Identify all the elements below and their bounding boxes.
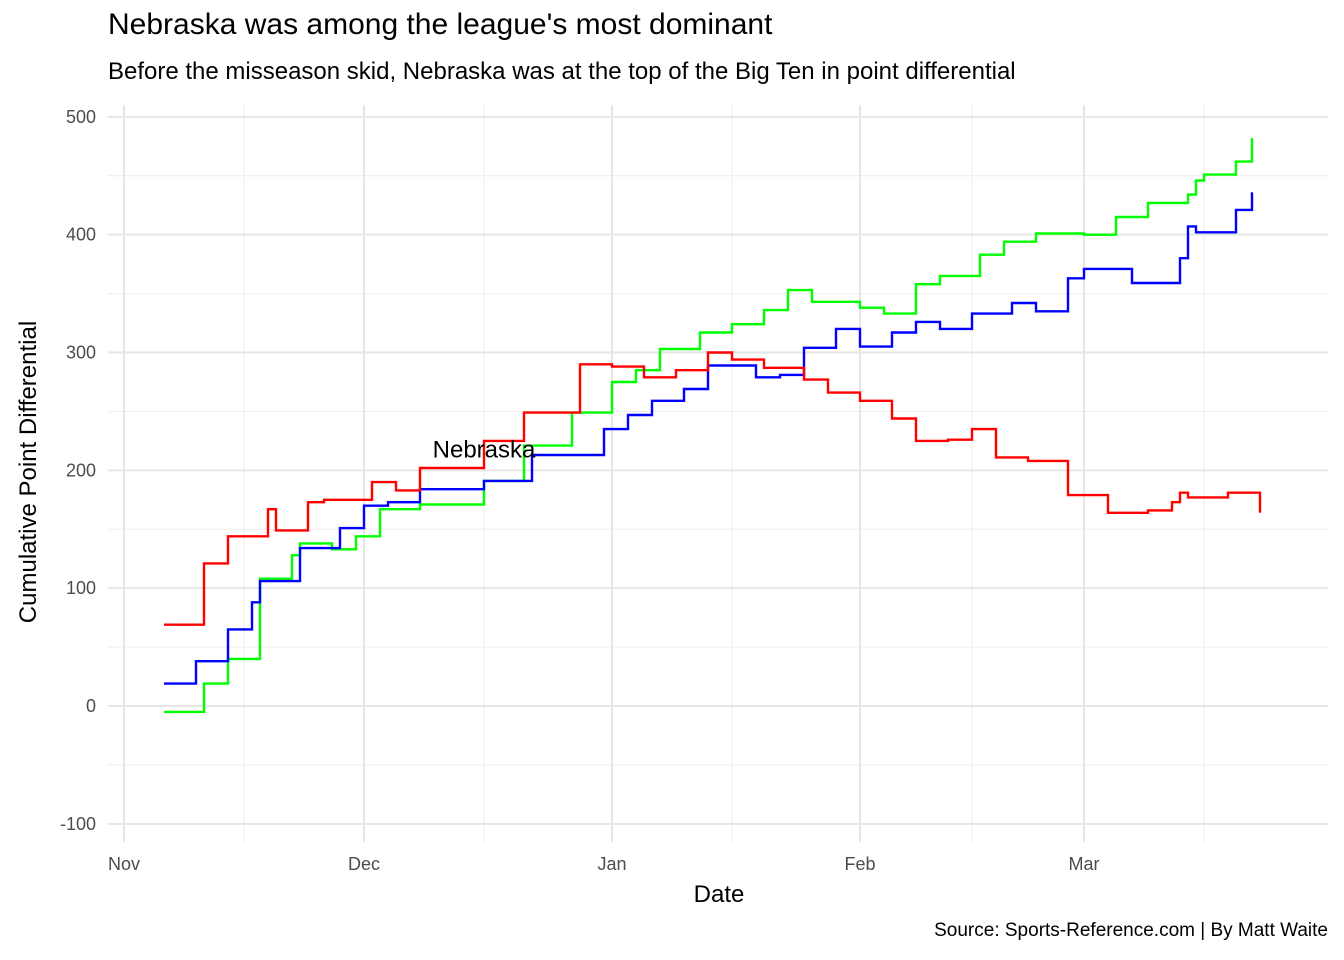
series-line-2 bbox=[164, 192, 1254, 685]
y-axis-ticks: -100 0 100 200 300 400 500 bbox=[60, 107, 96, 834]
series-lines bbox=[164, 138, 1262, 714]
source-caption: Source: Sports-Reference.com | By Matt W… bbox=[934, 920, 1328, 941]
annotations: Nebraska bbox=[433, 436, 536, 463]
x-axis-title: Date bbox=[694, 881, 745, 908]
series-line-1 bbox=[164, 138, 1254, 714]
y-tick-label: -100 bbox=[60, 814, 96, 834]
x-tick-label: Dec bbox=[348, 854, 380, 874]
chart-title: Nebraska was among the league's most dom… bbox=[108, 8, 773, 41]
y-tick-label: 200 bbox=[66, 460, 96, 480]
x-tick-label: Jan bbox=[597, 854, 626, 874]
y-tick-label: 100 bbox=[66, 578, 96, 598]
x-axis-ticks: Nov Dec Jan Feb Mar bbox=[108, 854, 1100, 874]
y-tick-label: 300 bbox=[66, 343, 96, 363]
chart-subtitle: Before the misseason skid, Nebraska was … bbox=[108, 58, 1016, 85]
y-axis-title: Cumulative Point Differential bbox=[15, 321, 42, 623]
y-tick-label: 0 bbox=[86, 696, 96, 716]
x-tick-label: Mar bbox=[1069, 854, 1100, 874]
y-tick-label: 400 bbox=[66, 225, 96, 245]
y-tick-label: 500 bbox=[66, 107, 96, 127]
series-line-3 bbox=[164, 351, 1262, 626]
annotation-label: Nebraska bbox=[433, 436, 536, 463]
x-tick-label: Feb bbox=[844, 854, 875, 874]
x-tick-label: Nov bbox=[108, 854, 140, 874]
gridlines bbox=[108, 105, 1328, 842]
